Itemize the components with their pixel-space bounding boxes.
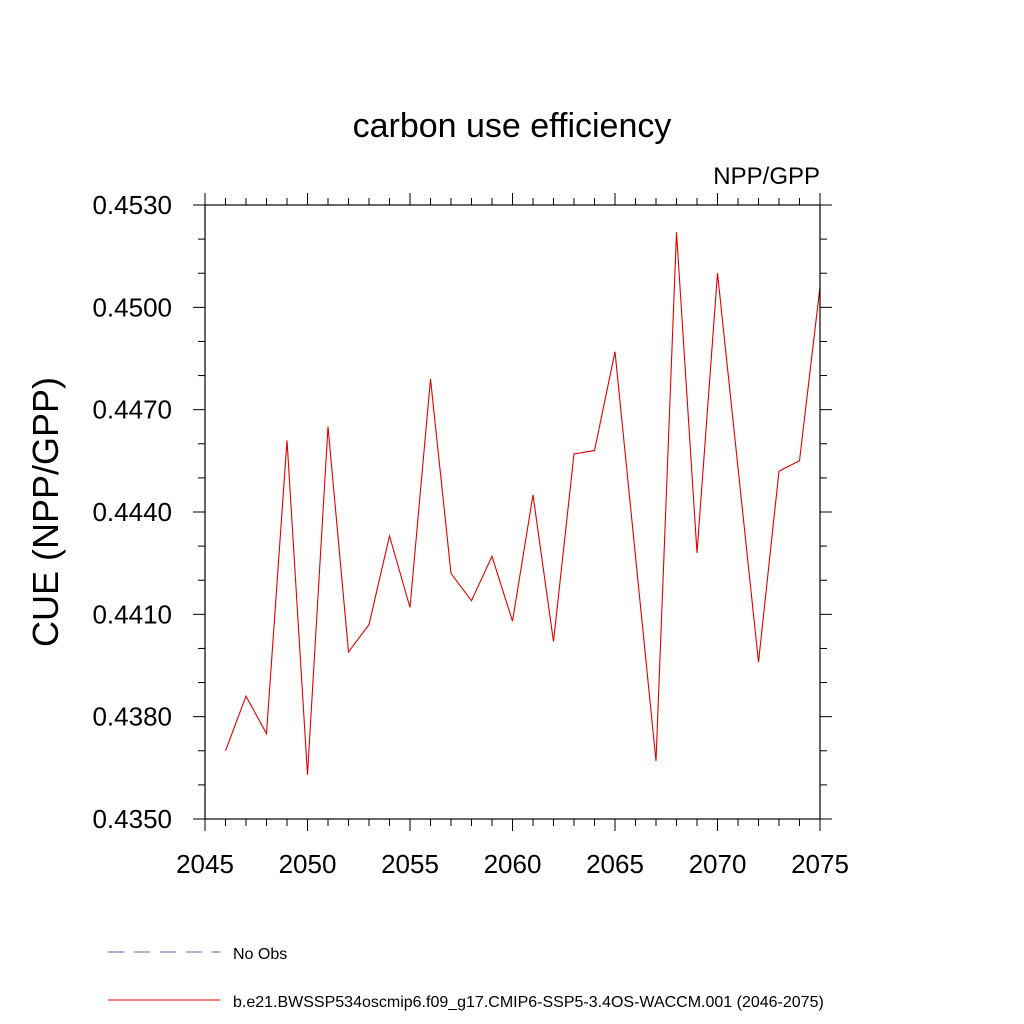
x-tick-label: 2075 <box>791 849 849 879</box>
x-tick-label: 2050 <box>279 849 337 879</box>
y-tick-label: 0.4410 <box>92 599 172 629</box>
y-tick-label: 0.4470 <box>92 395 172 425</box>
axis-ticks <box>193 193 832 831</box>
x-tick-label: 2060 <box>484 849 542 879</box>
y-tick-label: 0.4380 <box>92 702 172 732</box>
y-tick-label: 0.4500 <box>92 292 172 322</box>
x-tick-label: 2070 <box>689 849 747 879</box>
legend-entry: No Obs <box>233 946 287 963</box>
x-tick-label: 2055 <box>381 849 439 879</box>
y-axis-label: CUE (NPP/GPP) <box>25 377 66 647</box>
x-tick-label: 2045 <box>176 849 234 879</box>
series-layer <box>224 232 821 775</box>
y-tick-label: 0.4530 <box>92 190 172 220</box>
series-line-0 <box>224 232 821 775</box>
chart-title: carbon use efficiency <box>353 107 672 145</box>
y-tick-label: 0.4350 <box>92 804 172 834</box>
x-tick-label: 2065 <box>586 849 644 879</box>
chart-subtitle: NPP/GPP <box>713 163 820 190</box>
legend-entry: b.e21.BWSSP534oscmip6.f09_g17.CMIP6-SSP5… <box>233 994 824 1011</box>
y-tick-label: 0.4440 <box>92 497 172 527</box>
axis-tick-labels: 2045 2050 2055 2060 2065 2070 2075 0.4350 0.4380… <box>92 190 848 879</box>
legend: No Obs b.e21.BWSSP534oscmip6.f09_g17.CMIP… <box>108 946 824 1011</box>
plot-frame <box>204 204 821 820</box>
